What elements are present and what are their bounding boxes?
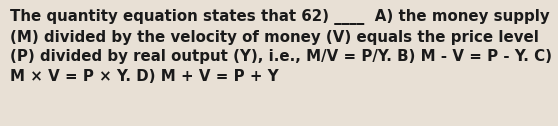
Text: The quantity equation states that 62) ____  A) the money supply
(M) divided by t: The quantity equation states that 62) __… bbox=[10, 9, 552, 84]
